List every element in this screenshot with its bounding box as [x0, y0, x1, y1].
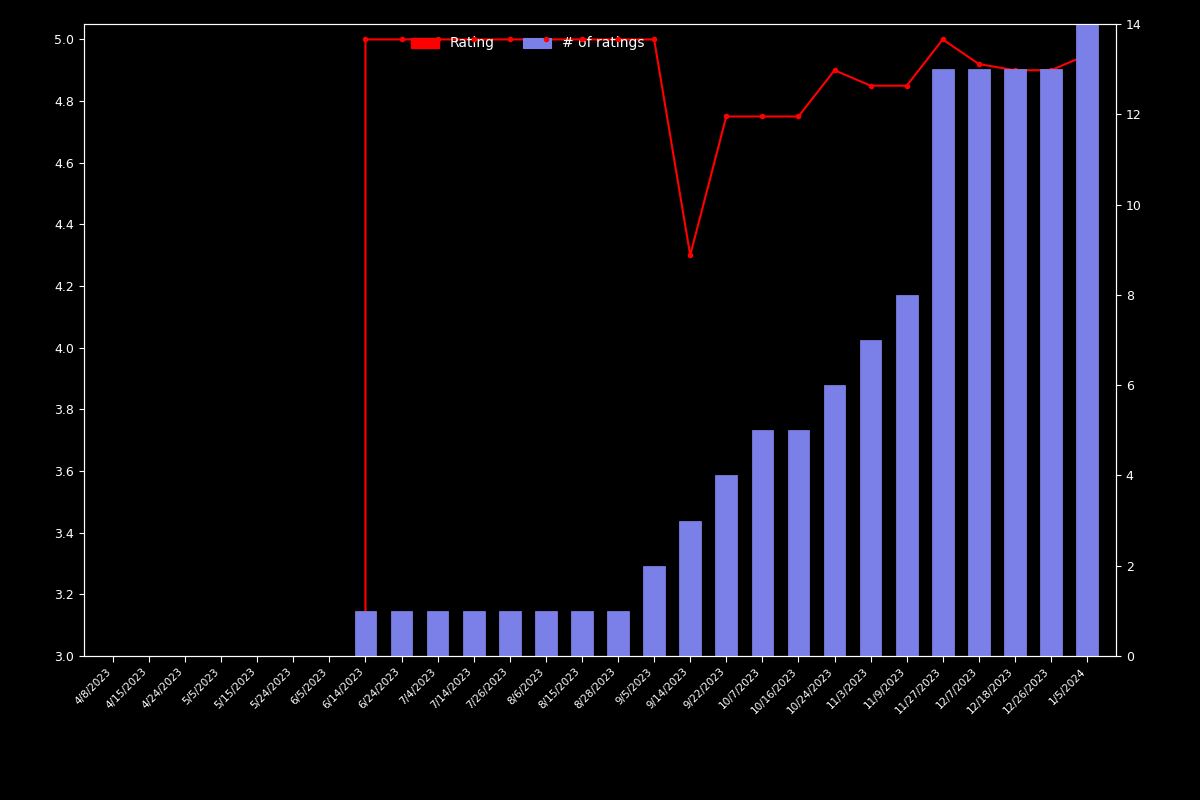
- Bar: [715, 475, 737, 656]
- Bar: [679, 521, 701, 656]
- Bar: [1004, 69, 1026, 656]
- Bar: [932, 69, 954, 656]
- Bar: [787, 430, 809, 656]
- Bar: [355, 611, 377, 656]
- Bar: [896, 295, 918, 656]
- Bar: [860, 340, 882, 656]
- Bar: [1076, 24, 1098, 656]
- Bar: [535, 611, 557, 656]
- Legend: Rating, # of ratings: Rating, # of ratings: [406, 31, 650, 56]
- Bar: [823, 385, 845, 656]
- Bar: [643, 566, 665, 656]
- Bar: [391, 611, 413, 656]
- Bar: [427, 611, 449, 656]
- Bar: [607, 611, 629, 656]
- Bar: [1040, 69, 1062, 656]
- Bar: [499, 611, 521, 656]
- Bar: [463, 611, 485, 656]
- Bar: [751, 430, 773, 656]
- Bar: [571, 611, 593, 656]
- Bar: [968, 69, 990, 656]
